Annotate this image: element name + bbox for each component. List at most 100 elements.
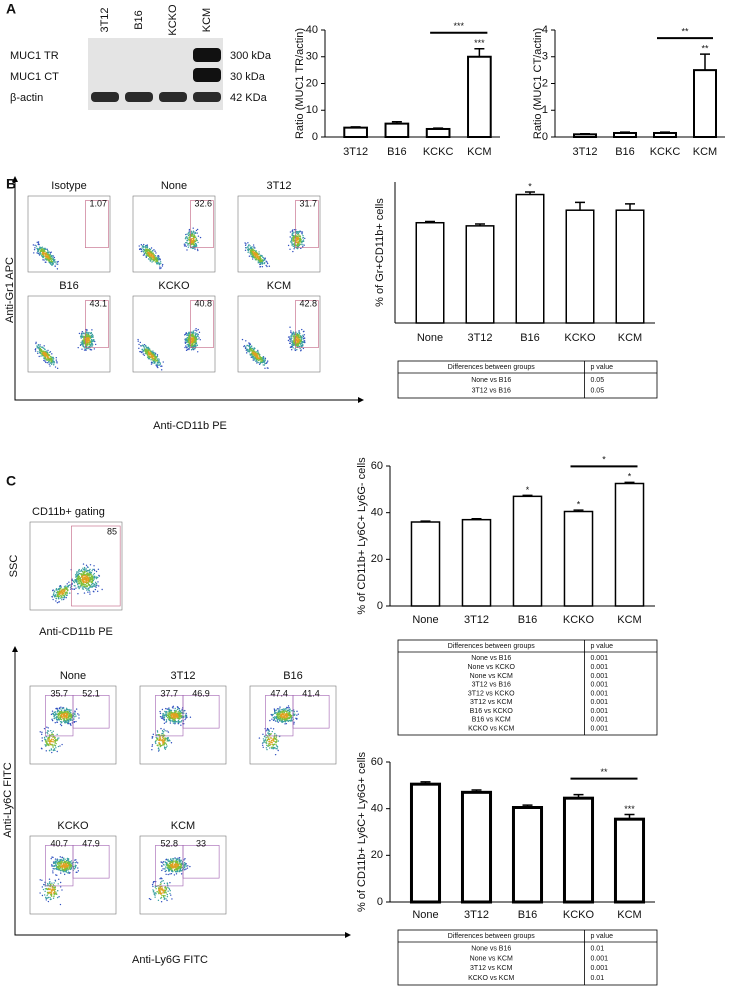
dot bbox=[82, 581, 84, 584]
dot bbox=[77, 573, 79, 575]
dot bbox=[147, 258, 150, 260]
dot bbox=[196, 335, 199, 337]
dot bbox=[83, 349, 86, 351]
dot bbox=[183, 865, 185, 867]
dot bbox=[44, 256, 47, 258]
lane-label: B16 bbox=[133, 10, 145, 30]
arrow-head bbox=[358, 397, 364, 403]
dot bbox=[95, 583, 98, 585]
dot bbox=[153, 256, 155, 258]
dot bbox=[44, 257, 46, 260]
dot bbox=[94, 576, 96, 579]
dot bbox=[66, 861, 69, 863]
dot bbox=[185, 712, 187, 715]
dot bbox=[170, 717, 172, 720]
dot bbox=[58, 601, 61, 603]
dot bbox=[260, 263, 262, 265]
dot bbox=[151, 250, 154, 252]
dot bbox=[40, 346, 43, 348]
dot bbox=[176, 712, 179, 715]
dot bbox=[56, 602, 59, 604]
dot bbox=[67, 862, 70, 865]
dot bbox=[273, 737, 276, 740]
dot bbox=[293, 243, 296, 246]
plot-title: KCM bbox=[267, 280, 291, 292]
dot bbox=[69, 864, 71, 866]
dot bbox=[184, 333, 187, 335]
dot bbox=[271, 730, 273, 733]
plot-frame bbox=[132, 195, 216, 273]
dot bbox=[185, 332, 187, 334]
dot bbox=[76, 581, 78, 584]
dot bbox=[62, 706, 64, 709]
dot bbox=[77, 867, 79, 869]
dot bbox=[74, 711, 76, 713]
dot bbox=[162, 361, 164, 363]
dot bbox=[296, 333, 299, 335]
dot bbox=[287, 720, 290, 723]
dot bbox=[158, 259, 160, 261]
dot bbox=[49, 898, 52, 900]
dot bbox=[56, 711, 58, 713]
dot bbox=[54, 739, 57, 742]
dot bbox=[180, 721, 182, 723]
dot bbox=[255, 353, 258, 355]
dot bbox=[85, 587, 87, 589]
dot bbox=[87, 591, 89, 593]
dot bbox=[162, 731, 165, 733]
dot bbox=[283, 720, 285, 723]
dot bbox=[95, 577, 98, 580]
dot bbox=[45, 258, 47, 261]
dot bbox=[288, 717, 291, 719]
dot bbox=[97, 576, 99, 579]
dot bbox=[77, 585, 80, 588]
dot bbox=[86, 588, 88, 590]
dot bbox=[195, 239, 197, 241]
dot bbox=[292, 250, 294, 253]
dot bbox=[165, 712, 167, 714]
dot bbox=[267, 732, 269, 735]
dot bbox=[155, 356, 157, 358]
dot bbox=[69, 586, 72, 589]
dot bbox=[55, 742, 57, 745]
dot bbox=[284, 718, 286, 720]
dot bbox=[47, 740, 49, 742]
dot bbox=[296, 230, 298, 233]
gate-value: 47.9 bbox=[82, 838, 100, 848]
dot bbox=[149, 352, 152, 354]
dot bbox=[155, 363, 158, 365]
dot bbox=[253, 347, 255, 349]
dot bbox=[48, 738, 50, 741]
dot bbox=[173, 714, 175, 717]
dot bbox=[245, 243, 247, 245]
dot bbox=[65, 711, 67, 713]
dot bbox=[44, 248, 47, 250]
dot bbox=[177, 721, 179, 723]
dot bbox=[193, 344, 196, 346]
dot bbox=[252, 353, 254, 355]
dot bbox=[157, 255, 159, 257]
dot bbox=[274, 734, 276, 736]
dot bbox=[49, 255, 51, 258]
dot bbox=[38, 352, 41, 354]
dot bbox=[254, 257, 256, 259]
dot bbox=[273, 708, 276, 710]
dot bbox=[170, 709, 173, 712]
dot bbox=[60, 860, 63, 862]
dot bbox=[54, 711, 56, 714]
dot bbox=[65, 707, 68, 709]
dot bbox=[47, 730, 49, 732]
dot bbox=[39, 879, 41, 881]
dot bbox=[297, 242, 299, 244]
dot bbox=[146, 244, 148, 247]
dot bbox=[185, 345, 187, 347]
dot bbox=[94, 343, 97, 346]
dot bbox=[251, 253, 254, 255]
dot bbox=[46, 894, 48, 897]
dot bbox=[167, 731, 170, 733]
dot bbox=[41, 886, 44, 888]
dot bbox=[45, 361, 47, 364]
dot bbox=[163, 713, 165, 715]
dot bbox=[82, 588, 85, 590]
dot bbox=[170, 742, 173, 744]
